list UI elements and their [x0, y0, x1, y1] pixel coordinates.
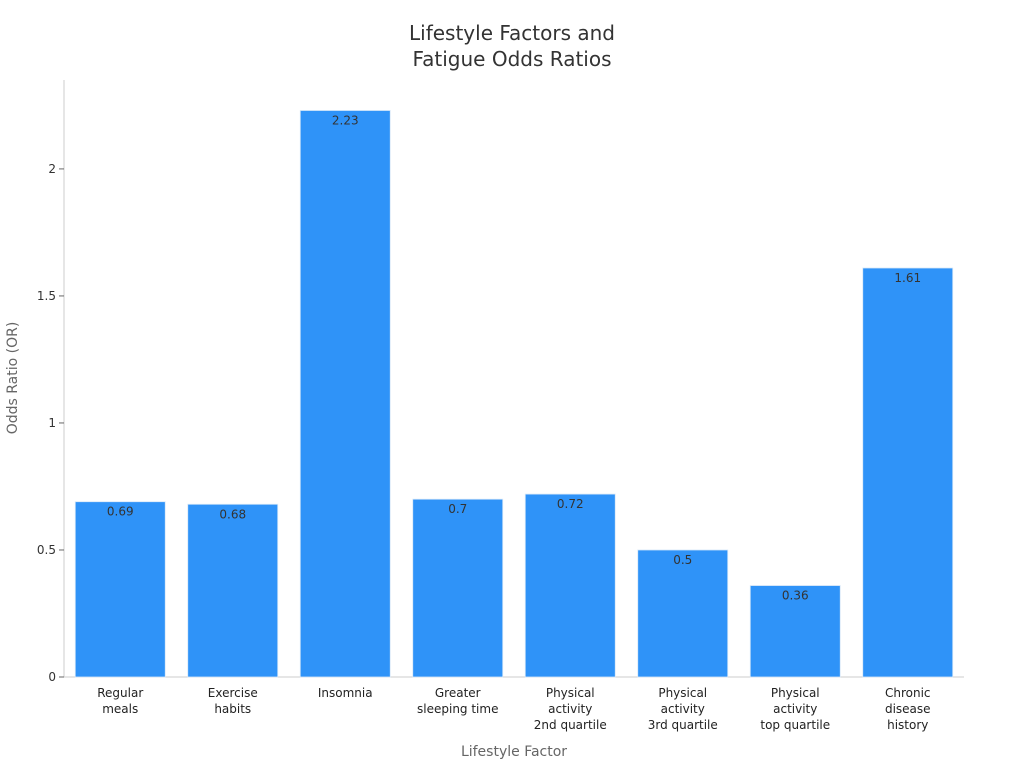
x-tick-label: Insomnia [318, 686, 373, 700]
x-axis: Regular meals Exercise habits Insomnia Greate… [64, 676, 964, 732]
x-tick-label-line: activity [548, 702, 592, 716]
bar [862, 267, 954, 678]
data-labels: 0.69 0.68 2.23 0.7 0.72 0.5 0.36 1.61 [107, 113, 921, 602]
x-tick-label-line: disease [885, 702, 931, 716]
bar-value-label: 0.5 [673, 553, 692, 567]
x-tick-label: Regular meals [97, 686, 143, 716]
x-tick-label-line: Physical [658, 686, 707, 700]
bar [749, 585, 841, 678]
x-tick-label-line: meals [102, 702, 138, 716]
y-axis: 0 0.5 1 1.5 2 [37, 80, 65, 684]
x-tick-label: Chronic disease history [885, 686, 931, 732]
bar [524, 493, 616, 678]
bar [187, 503, 279, 678]
x-tick-label-line: Physical [546, 686, 595, 700]
bar [74, 501, 166, 678]
x-tick-label-line: sleeping time [417, 702, 498, 716]
x-tick-label: Physical activity 3rd quartile [648, 686, 718, 732]
bar-value-label: 0.36 [782, 589, 809, 603]
chart-title-line: Lifestyle Factors and [409, 21, 615, 45]
x-tick-label: Physical activity top quartile [760, 686, 830, 732]
x-tick-label-line: top quartile [760, 718, 830, 732]
x-tick-label-line: 2nd quartile [534, 718, 607, 732]
x-axis-title: Lifestyle Factor [461, 744, 567, 760]
y-tick-label: 2 [48, 162, 56, 176]
bar-value-label: 0.68 [219, 507, 246, 521]
x-tick-label-line: Greater [435, 686, 481, 700]
chart-title-line: Fatigue Odds Ratios [412, 47, 611, 71]
x-tick-label-line: activity [773, 702, 817, 716]
x-tick-label-line: Exercise [208, 686, 258, 700]
bar-value-label: 1.61 [894, 271, 921, 285]
x-tick-label-line: Chronic [885, 686, 931, 700]
x-tick-label-line: habits [214, 702, 251, 716]
bar [299, 110, 391, 678]
x-tick-label: Exercise habits [208, 686, 258, 716]
x-tick-label-line: Regular [97, 686, 143, 700]
bar-value-label: 0.72 [557, 497, 584, 511]
x-tick-label-line: activity [661, 702, 705, 716]
bar [637, 549, 729, 678]
x-tick-label-line: history [887, 718, 928, 732]
y-tick-label: 0.5 [37, 543, 56, 557]
bar-value-label: 0.7 [448, 502, 467, 516]
bar [412, 498, 504, 678]
x-tick-label-line: Physical [771, 686, 820, 700]
bars [74, 110, 954, 678]
x-tick-label-line: 3rd quartile [648, 718, 718, 732]
bar-value-label: 2.23 [332, 113, 359, 127]
bar-value-label: 0.69 [107, 505, 134, 519]
x-tick-label: Greater sleeping time [417, 686, 498, 716]
y-tick-label: 0 [48, 670, 56, 684]
x-tick-label: Physical activity 2nd quartile [534, 686, 607, 732]
y-tick-label: 1 [48, 416, 56, 430]
y-tick-label: 1.5 [37, 289, 56, 303]
x-tick-label-line: Insomnia [318, 686, 373, 700]
y-axis-title: Odds Ratio (OR) [5, 322, 21, 435]
